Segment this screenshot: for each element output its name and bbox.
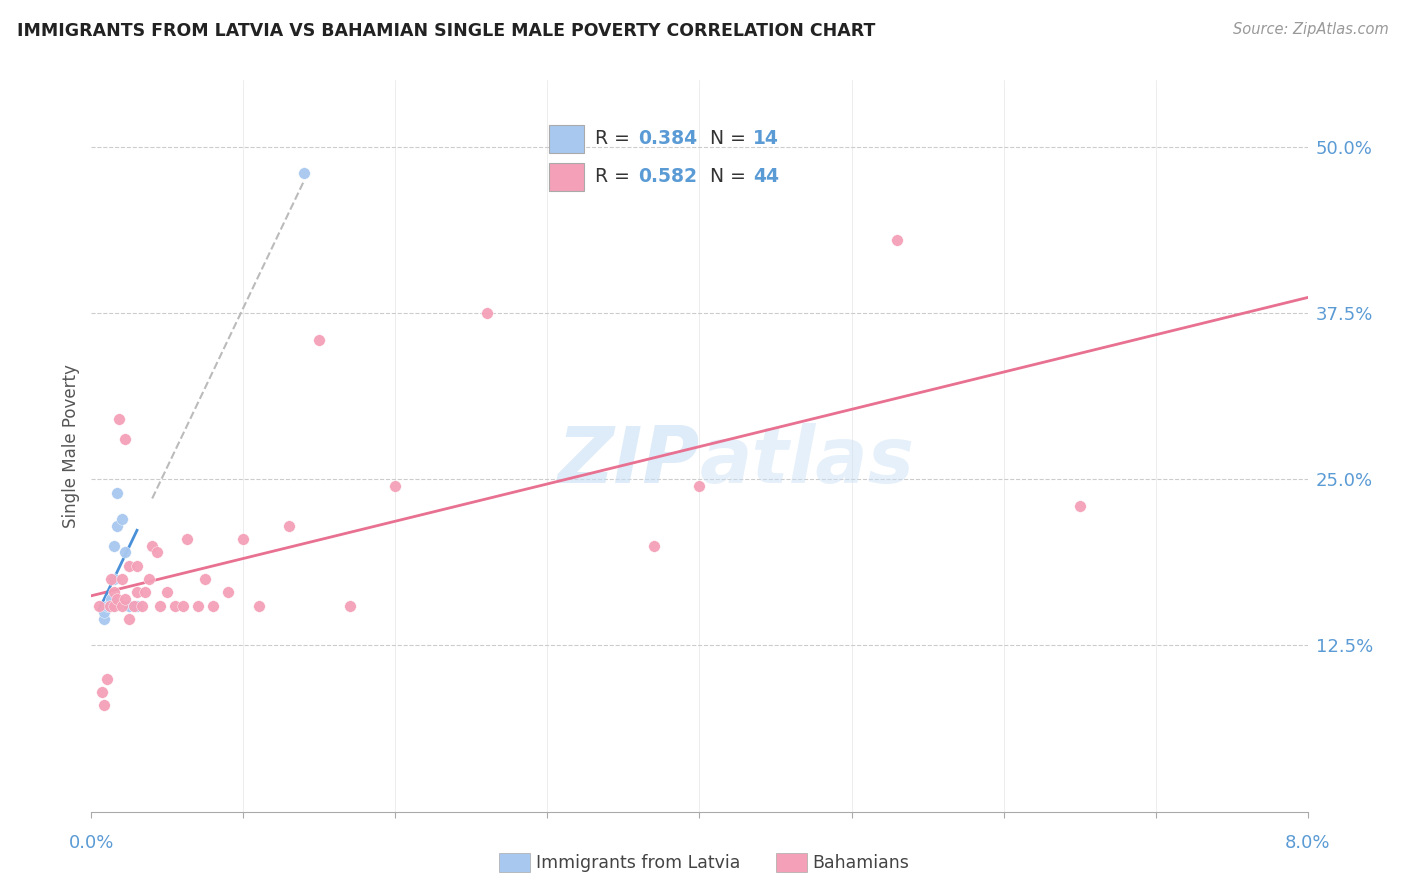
Point [118,558,141,573]
Point [247,599,270,613]
Point [1069,499,1091,513]
Point [125,585,148,599]
Text: 8.0%: 8.0% [1285,834,1330,852]
Text: 0.0%: 0.0% [69,834,114,852]
Point [96,599,118,613]
Point [111,512,134,526]
Text: 0.384: 0.384 [638,128,697,148]
Y-axis label: Single Male Poverty: Single Male Poverty [62,364,80,528]
Text: ZIP: ZIP [557,423,699,499]
Point [105,485,128,500]
Text: 0.582: 0.582 [638,168,697,186]
Point [118,599,141,613]
Point [114,545,136,559]
Point [125,599,148,613]
Text: 44: 44 [752,168,779,186]
Point [384,479,406,493]
Text: R =: R = [595,168,636,186]
Point [141,539,163,553]
Point [187,599,209,613]
Point [103,599,125,613]
Point [886,233,908,247]
Point [93,698,115,713]
Point [292,166,315,180]
Point [105,518,128,533]
Point [118,612,141,626]
Text: N =: N = [710,168,752,186]
Point [122,599,145,613]
Text: IMMIGRANTS FROM LATVIA VS BAHAMIAN SINGLE MALE POVERTY CORRELATION CHART: IMMIGRANTS FROM LATVIA VS BAHAMIAN SINGL… [17,22,876,40]
Point [105,591,128,606]
Point [91,685,114,699]
Text: Bahamians: Bahamians [813,854,910,871]
Point [93,605,115,619]
Point [156,585,179,599]
Text: R =: R = [595,128,636,148]
Point [103,539,125,553]
Point [111,572,134,586]
Point [100,572,122,586]
FancyBboxPatch shape [550,125,583,153]
Point [278,518,301,533]
Point [98,599,121,613]
Text: atlas: atlas [699,423,914,499]
Point [114,433,136,447]
Point [339,599,361,613]
Point [308,333,330,347]
Point [93,612,115,626]
Point [114,591,136,606]
Point [98,599,121,613]
Point [145,545,167,559]
Point [172,599,194,613]
Point [217,585,239,599]
FancyBboxPatch shape [550,163,583,191]
Point [643,539,665,553]
Point [138,572,160,586]
Point [103,585,125,599]
Point [125,558,148,573]
Point [131,599,153,613]
Text: Immigrants from Latvia: Immigrants from Latvia [536,854,740,871]
Point [202,599,225,613]
Point [163,599,186,613]
Point [176,532,198,546]
Point [688,479,710,493]
Text: N =: N = [710,128,752,148]
Point [475,306,498,320]
Text: 14: 14 [752,128,779,148]
Point [232,532,254,546]
Point [134,585,156,599]
Point [107,412,129,426]
Point [100,591,122,606]
Point [111,599,134,613]
Point [149,599,172,613]
Point [96,672,118,686]
Text: Source: ZipAtlas.com: Source: ZipAtlas.com [1233,22,1389,37]
Point [103,572,125,586]
Point [87,599,110,613]
Point [194,572,217,586]
